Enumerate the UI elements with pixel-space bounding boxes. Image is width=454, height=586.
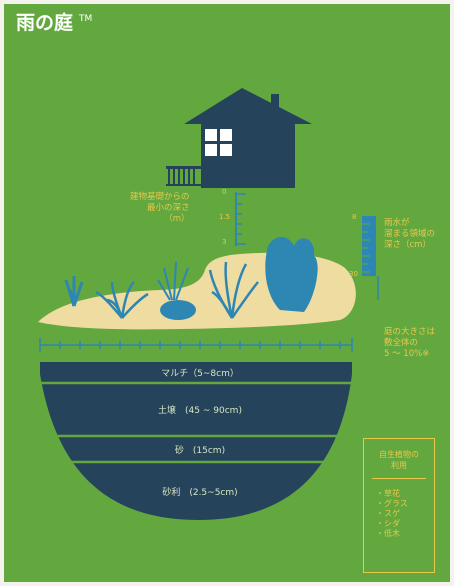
- native-plants-heading: 自生植物の 利用: [379, 450, 419, 470]
- depth-tick-0: 0: [222, 188, 227, 196]
- rain-label: 雨水が 溜まる領域の 深さ（cm）: [384, 218, 436, 250]
- grass-icon: [157, 261, 189, 301]
- trademark: TM: [79, 14, 93, 24]
- layer-sand: 砂 (15cm): [174, 446, 226, 456]
- garden-size-label: 庭の大きさは 敷全体の 5 〜 10%※: [384, 327, 436, 359]
- sedge-icon: [208, 261, 259, 319]
- garden-size-ruler: [39, 338, 353, 352]
- depth-ruler: [235, 192, 246, 246]
- fern-icon: [95, 281, 149, 319]
- depth-label: 建物基礎からの 最小の深さ （m）: [130, 192, 190, 224]
- plant-item-grass: ・グラス: [376, 499, 408, 508]
- native-plants-divider: [372, 478, 426, 479]
- depth-tick-1: 1.5: [219, 213, 231, 221]
- plant-item-flowers: ・草花: [376, 489, 400, 498]
- layer-gravel: 砂利 (2.5~5cm): [162, 488, 238, 498]
- native-plants-box: 自生植物の 利用 ・草花 ・グラス ・スゲ ・シダ ・低木: [363, 438, 435, 573]
- soil-cross-section: [40, 362, 352, 520]
- plant-icon: [64, 276, 84, 307]
- shrub-icon: [160, 300, 196, 320]
- title-text: 雨の庭: [16, 12, 74, 34]
- depth-tick-2: 3: [222, 238, 227, 246]
- tall-grass-icon: [265, 236, 318, 312]
- house-icon: [166, 88, 312, 188]
- plant-item-sedge: ・スゲ: [376, 509, 400, 518]
- rain-tick-bottom: 30: [349, 270, 358, 278]
- rain-scale: [362, 216, 379, 300]
- plant-item-shrub: ・低木: [376, 529, 400, 538]
- layer-mulch: マルチ（5~8cm）: [161, 369, 239, 379]
- poster-title: 雨の庭 TM: [16, 8, 92, 35]
- rain-tick-top: 8: [352, 213, 357, 221]
- layer-soil: 土壌 (45 ~ 90cm): [158, 406, 242, 416]
- plant-item-fern: ・シダ: [376, 519, 400, 528]
- plants: [64, 236, 318, 320]
